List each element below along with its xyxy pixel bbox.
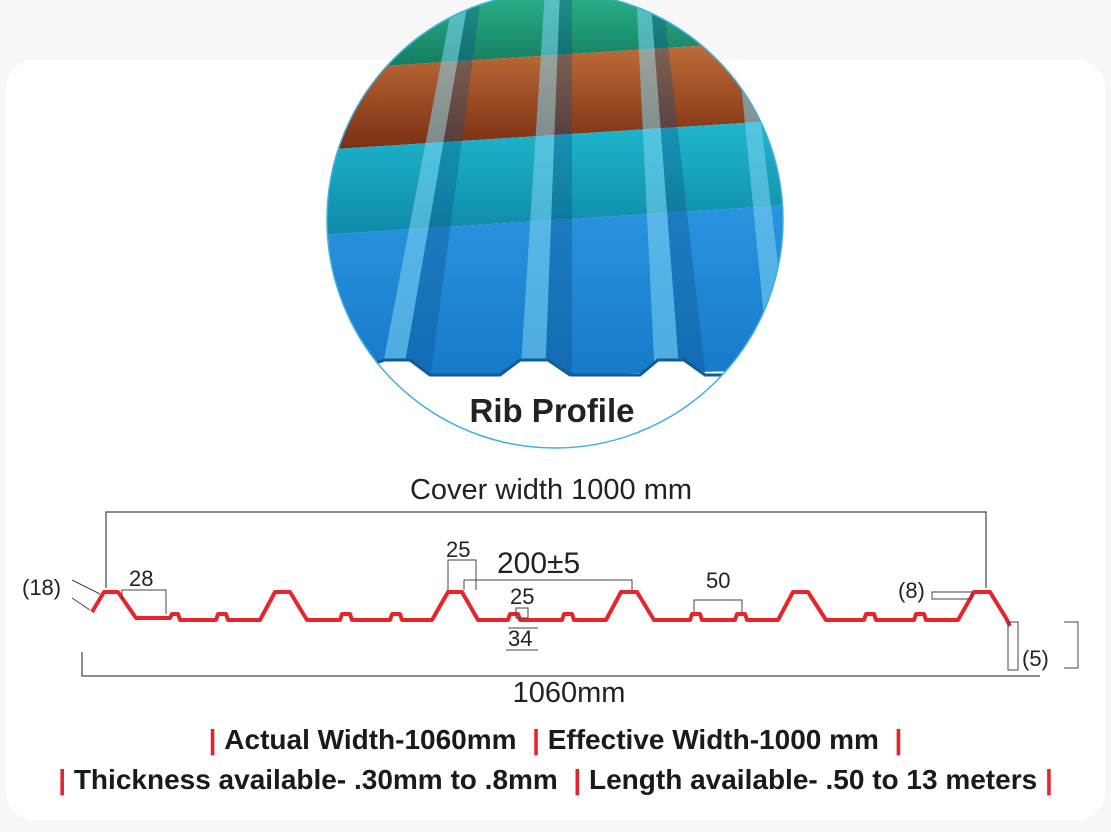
spec-effective-width: Effective Width-1000 mm [547, 724, 879, 755]
separator: | [532, 724, 540, 755]
dim-overlap: (8) [898, 578, 925, 603]
photo-ring [326, 0, 784, 449]
dim-valley-box [515, 607, 529, 619]
dim-pitch-bracket [463, 579, 633, 590]
dim-pitch: 200±5 [497, 547, 580, 580]
dim-edge-leader-top [71, 579, 101, 595]
separator: | [58, 764, 67, 795]
separator: | [208, 724, 217, 755]
spec-line-1: | Actual Width-1060mm | Effective Width-… [0, 724, 1111, 756]
total-width-label: 1060mm [513, 677, 626, 709]
spec-line-2: | Thickness available- .30mm to .8mm | L… [0, 764, 1111, 796]
dim-overlap-box [931, 591, 973, 600]
spec-actual-width: Actual Width-1060mm [224, 724, 517, 755]
dim-rib-top-bracket [447, 559, 477, 590]
image-caption: Rib Profile [469, 392, 634, 429]
spec-length: Length available- .50 to 13 meters [589, 764, 1038, 795]
separator: | [894, 724, 903, 755]
separator: | [573, 764, 582, 795]
rib-profile-line [90, 590, 1012, 627]
dim-small-rib-bracket [693, 599, 743, 612]
separator: | [1044, 764, 1053, 795]
dim-small-rib: 50 [706, 568, 730, 593]
dim-end-drop: (5) [1022, 646, 1049, 671]
dim-valley-bottom: 34 [508, 626, 532, 651]
dim-rib-width-bracket [121, 589, 167, 614]
total-width-bracket [81, 652, 1040, 677]
roof-sheet-photo [327, 0, 783, 448]
spec-thickness: Thickness available- .30mm to .8mm [73, 764, 558, 795]
dim-valley-top: 25 [510, 584, 534, 609]
cover-width-bracket [105, 511, 987, 588]
dim-edge-height: (18) [22, 575, 61, 600]
dim-rib-width: 28 [129, 566, 153, 591]
dim-end-drop-bracket [1064, 621, 1079, 669]
dim-edge-leader-bottom [71, 597, 91, 611]
dim-rib-top: 25 [446, 537, 470, 562]
cover-width-label: Cover width 1000 mm [410, 474, 692, 506]
dim-end-drop-box [1007, 621, 1019, 671]
